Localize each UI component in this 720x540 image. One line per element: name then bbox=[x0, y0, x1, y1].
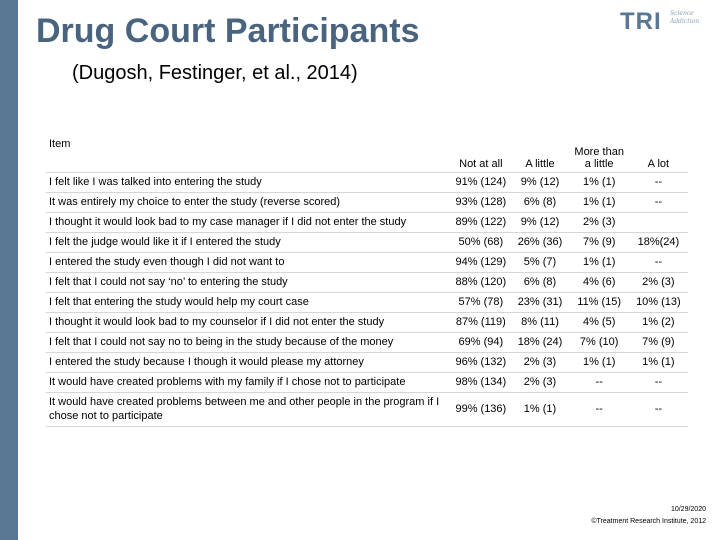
table-row: I felt that I could not say ‘no’ to ente… bbox=[46, 272, 688, 293]
cell-more-than-a-little: 1% (1) bbox=[569, 352, 629, 373]
cell-more-than-a-little: -- bbox=[569, 372, 629, 393]
cell-a-little: 6% (8) bbox=[510, 192, 570, 213]
footer-date: 10/29/2020 bbox=[670, 506, 706, 513]
table-body: I felt like I was talked into entering t… bbox=[46, 172, 688, 427]
cell-item: It was entirely my choice to enter the s… bbox=[46, 192, 452, 213]
cell-item: I felt that I could not say no to being … bbox=[46, 332, 452, 353]
table-row: It was entirely my choice to enter the s… bbox=[46, 192, 688, 213]
cell-not-at-all: 87% (119) bbox=[451, 312, 511, 333]
table-row: I felt like I was talked into entering t… bbox=[46, 172, 688, 193]
cell-more-than-a-little: 1% (1) bbox=[569, 192, 629, 213]
cell-a-little: 8% (11) bbox=[510, 312, 570, 333]
cell-more-than-a-little: 1% (1) bbox=[569, 172, 629, 193]
cell-a-lot: 7% (9) bbox=[628, 332, 688, 353]
left-accent-bar bbox=[0, 0, 18, 540]
header-more-than-a-little: More than a little bbox=[569, 118, 629, 173]
cell-a-lot: -- bbox=[628, 392, 688, 427]
slide-title: Drug Court Participants bbox=[36, 12, 420, 50]
cell-item: I entered the study because I though it … bbox=[46, 352, 452, 373]
table-row: I felt that I could not say no to being … bbox=[46, 332, 688, 353]
table-row: I felt the judge would like it if I ente… bbox=[46, 232, 688, 253]
table-row: I felt that entering the study would hel… bbox=[46, 292, 688, 313]
cell-a-little: 2% (3) bbox=[510, 372, 570, 393]
cell-not-at-all: 99% (136) bbox=[451, 392, 511, 427]
tri-logo: TRI Science Addiction bbox=[620, 8, 710, 35]
logo-tagline-line: Science bbox=[670, 10, 694, 17]
cell-more-than-a-little: 7% (10) bbox=[569, 332, 629, 353]
logo-tagline-line: Addiction bbox=[670, 18, 700, 25]
cell-item: I felt that entering the study would hel… bbox=[46, 292, 452, 313]
cell-a-little: 9% (12) bbox=[510, 172, 570, 193]
cell-a-little: 26% (36) bbox=[510, 232, 570, 253]
cell-not-at-all: 69% (94) bbox=[451, 332, 511, 353]
cell-a-lot: 1% (1) bbox=[628, 352, 688, 373]
header-not-at-all: Not at all bbox=[451, 118, 511, 173]
cell-more-than-a-little: 4% (6) bbox=[569, 272, 629, 293]
cell-a-lot: -- bbox=[628, 172, 688, 193]
cell-a-lot: 1% (2) bbox=[628, 312, 688, 333]
cell-a-little: 1% (1) bbox=[510, 392, 570, 427]
logo-text: TRI bbox=[620, 8, 662, 35]
results-table-container: Item Not at all A little More than a lit… bbox=[46, 118, 688, 427]
table-row: It would have created problems between m… bbox=[46, 392, 688, 427]
cell-not-at-all: 91% (124) bbox=[451, 172, 511, 193]
table-row: I entered the study even though I did no… bbox=[46, 252, 688, 273]
cell-not-at-all: 94% (129) bbox=[451, 252, 511, 273]
cell-a-lot: 2% (3) bbox=[628, 272, 688, 293]
cell-item: It would have created problems with my f… bbox=[46, 372, 452, 393]
cell-not-at-all: 93% (128) bbox=[451, 192, 511, 213]
logo-tagline: Science Addiction bbox=[670, 10, 699, 26]
cell-a-little: 18% (24) bbox=[510, 332, 570, 353]
header-a-lot: A lot bbox=[628, 118, 688, 173]
cell-not-at-all: 88% (120) bbox=[451, 272, 511, 293]
cell-a-little: 2% (3) bbox=[510, 352, 570, 373]
cell-item: I felt that I could not say ‘no’ to ente… bbox=[46, 272, 452, 293]
cell-a-little: 9% (12) bbox=[510, 212, 570, 233]
cell-item: I thought it would look bad to my counse… bbox=[46, 312, 452, 333]
table-row: I entered the study because I though it … bbox=[46, 352, 688, 373]
cell-not-at-all: 57% (78) bbox=[451, 292, 511, 313]
cell-not-at-all: 89% (122) bbox=[451, 212, 511, 233]
footer-copyright: ©Treatment Research Institute, 2012 bbox=[591, 518, 706, 525]
cell-item: I entered the study even though I did no… bbox=[46, 252, 452, 273]
cell-a-little: 23% (31) bbox=[510, 292, 570, 313]
cell-not-at-all: 96% (132) bbox=[451, 352, 511, 373]
cell-more-than-a-little: 11% (15) bbox=[569, 292, 629, 313]
table-row: It would have created problems with my f… bbox=[46, 372, 688, 393]
cell-more-than-a-little: 4% (5) bbox=[569, 312, 629, 333]
cell-a-lot: 18%(24) bbox=[628, 232, 688, 253]
cell-more-than-a-little: 7% (9) bbox=[569, 232, 629, 253]
cell-more-than-a-little: 1% (1) bbox=[569, 252, 629, 273]
cell-a-lot: -- bbox=[628, 372, 688, 393]
cell-not-at-all: 50% (68) bbox=[451, 232, 511, 253]
cell-a-lot: -- bbox=[628, 192, 688, 213]
cell-a-little: 5% (7) bbox=[510, 252, 570, 273]
results-table: Item Not at all A little More than a lit… bbox=[46, 118, 688, 427]
header-item: Item bbox=[46, 118, 452, 173]
footer: 10/29/2020 ©Treatment Research Institute… bbox=[591, 504, 706, 528]
cell-not-at-all: 98% (134) bbox=[451, 372, 511, 393]
cell-a-lot bbox=[628, 212, 688, 233]
table-row: I thought it would look bad to my counse… bbox=[46, 312, 688, 333]
cell-item: It would have created problems between m… bbox=[46, 392, 452, 427]
cell-a-little: 6% (8) bbox=[510, 272, 570, 293]
cell-a-lot: 10% (13) bbox=[628, 292, 688, 313]
cell-more-than-a-little: 2% (3) bbox=[569, 212, 629, 233]
table-header-row: Item Not at all A little More than a lit… bbox=[46, 118, 688, 173]
header-a-little: A little bbox=[510, 118, 570, 173]
cell-item: I felt like I was talked into entering t… bbox=[46, 172, 452, 193]
table-row: I thought it would look bad to my case m… bbox=[46, 212, 688, 233]
slide-subtitle: (Dugosh, Festinger, et al., 2014) bbox=[72, 62, 358, 84]
cell-item: I felt the judge would like it if I ente… bbox=[46, 232, 452, 253]
cell-item: I thought it would look bad to my case m… bbox=[46, 212, 452, 233]
cell-a-lot: -- bbox=[628, 252, 688, 273]
cell-more-than-a-little: -- bbox=[569, 392, 629, 427]
